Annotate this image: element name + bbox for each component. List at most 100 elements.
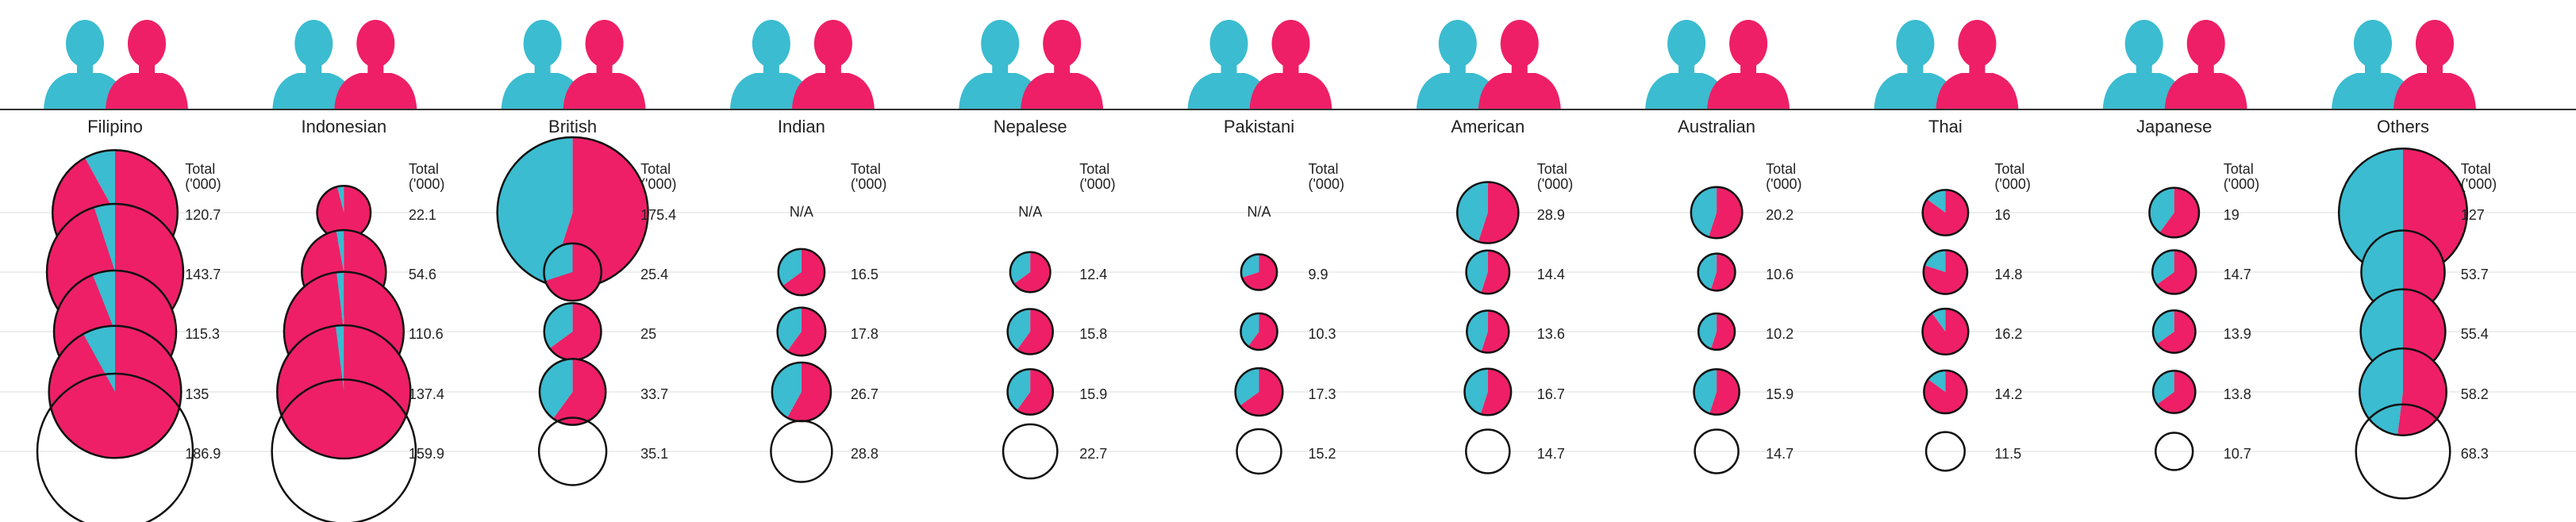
pie-slice bbox=[497, 137, 573, 285]
pie-outline bbox=[1234, 367, 1284, 417]
pie-outline bbox=[1697, 312, 1736, 351]
portrait-body bbox=[1645, 73, 1728, 109]
total-value: 143.7 bbox=[185, 267, 221, 282]
total-header: ('000) bbox=[409, 176, 444, 192]
column-name: Japanese bbox=[2136, 117, 2212, 136]
total-value: 110.6 bbox=[409, 326, 444, 342]
pie-slice bbox=[1710, 253, 1736, 291]
pie-slice bbox=[1013, 251, 1051, 293]
portrait-body bbox=[1874, 73, 1957, 109]
portrait-neck bbox=[1511, 62, 1528, 76]
pie-slice bbox=[787, 307, 826, 356]
portrait-head bbox=[1729, 20, 1768, 67]
pie-outline bbox=[537, 416, 608, 486]
pie-outline bbox=[1693, 368, 1740, 416]
pie-outline bbox=[1466, 309, 1510, 354]
total-value: 17.8 bbox=[851, 326, 879, 342]
pie-outline bbox=[1694, 428, 1740, 474]
portrait-neck bbox=[306, 62, 322, 76]
pie-outline bbox=[1697, 252, 1736, 292]
pie-outline bbox=[2154, 432, 2194, 471]
pie-slice bbox=[787, 362, 831, 422]
pie-slice bbox=[771, 362, 802, 418]
pie-outline bbox=[1924, 431, 1966, 472]
portrait-head bbox=[585, 20, 624, 67]
portrait-head bbox=[1043, 20, 1082, 67]
portrait-body bbox=[1187, 73, 1271, 109]
pie-slice bbox=[1711, 313, 1735, 350]
pie-outline bbox=[2151, 309, 2197, 354]
pie-outline bbox=[1921, 307, 1970, 356]
portrait-head bbox=[981, 20, 1020, 67]
portrait-head bbox=[2124, 20, 2163, 67]
total-value: 16 bbox=[1994, 207, 2010, 223]
pie-outline bbox=[2151, 249, 2197, 295]
na-label: N/A bbox=[1018, 204, 1042, 220]
total-value: 10.6 bbox=[1766, 267, 1794, 282]
portrait-body bbox=[501, 73, 584, 109]
pie-slice bbox=[1924, 370, 1967, 414]
pie-outline bbox=[1236, 428, 1282, 475]
total-value: 9.9 bbox=[1309, 267, 1328, 282]
total-header: ('000) bbox=[640, 176, 676, 192]
total-value: 16.7 bbox=[1537, 386, 1565, 402]
pie-outline bbox=[1006, 308, 1054, 355]
pie-slice bbox=[1466, 250, 1488, 293]
pie-slice bbox=[1922, 190, 1969, 236]
portrait-neck bbox=[77, 62, 93, 76]
pie-slice bbox=[1480, 368, 1512, 416]
portrait-body bbox=[44, 73, 126, 109]
pie-slice bbox=[1694, 369, 1717, 414]
total-header: ('000) bbox=[851, 176, 886, 192]
total-value: 115.3 bbox=[185, 326, 220, 342]
total-value: 16.5 bbox=[851, 267, 879, 282]
total-value: 22.1 bbox=[409, 207, 436, 223]
total-header: ('000) bbox=[1309, 176, 1344, 192]
portrait-head bbox=[1500, 20, 1539, 67]
pie-outline bbox=[777, 248, 826, 297]
total-value: 135 bbox=[185, 386, 209, 402]
total-value: 12.4 bbox=[1079, 267, 1107, 282]
total-value: 26.7 bbox=[851, 386, 879, 402]
total-value: 127 bbox=[2461, 207, 2485, 223]
total-header: Total bbox=[1309, 161, 1339, 177]
total-value: 10.3 bbox=[1309, 326, 1336, 342]
pie-slice bbox=[1240, 368, 1283, 416]
total-value: 22.7 bbox=[1079, 446, 1107, 462]
pie-slice bbox=[1698, 313, 1717, 349]
total-header: Total bbox=[1994, 161, 2024, 177]
column-name: Others bbox=[2377, 117, 2429, 136]
total-header: Total bbox=[2224, 161, 2254, 177]
pie-slice bbox=[2149, 187, 2174, 233]
portrait-head bbox=[356, 20, 395, 67]
column-name: Indonesian bbox=[301, 117, 386, 136]
portrait-body bbox=[2164, 73, 2247, 109]
total-value: 28.8 bbox=[851, 446, 879, 462]
portrait-neck bbox=[825, 62, 841, 76]
total-header: Total bbox=[640, 161, 671, 177]
portrait-neck bbox=[367, 62, 384, 76]
column-name: Pakistani bbox=[1224, 117, 1294, 136]
pie-slice bbox=[94, 204, 115, 272]
pie-slice bbox=[2359, 348, 2403, 436]
total-value: 10.2 bbox=[1766, 326, 1794, 342]
pie-slice bbox=[83, 325, 115, 392]
total-value: 13.8 bbox=[2224, 386, 2251, 402]
portrait-head bbox=[294, 20, 333, 67]
portrait-head bbox=[1958, 20, 1997, 67]
pie-outline bbox=[1690, 186, 1744, 240]
column-name: American bbox=[1451, 117, 1524, 136]
pie-outline bbox=[770, 420, 833, 483]
portrait-body bbox=[106, 73, 188, 109]
pie-slice bbox=[317, 186, 371, 240]
pie-outline bbox=[1006, 368, 1055, 416]
pie-outline bbox=[1465, 249, 1511, 295]
pie-outline bbox=[1002, 423, 1059, 480]
pie-slice bbox=[336, 271, 344, 332]
total-value: 15.9 bbox=[1079, 386, 1107, 402]
pie-slice bbox=[48, 325, 182, 459]
pie-slice bbox=[1709, 369, 1740, 415]
portrait-head bbox=[1438, 20, 1477, 67]
pie-outline bbox=[276, 324, 412, 460]
